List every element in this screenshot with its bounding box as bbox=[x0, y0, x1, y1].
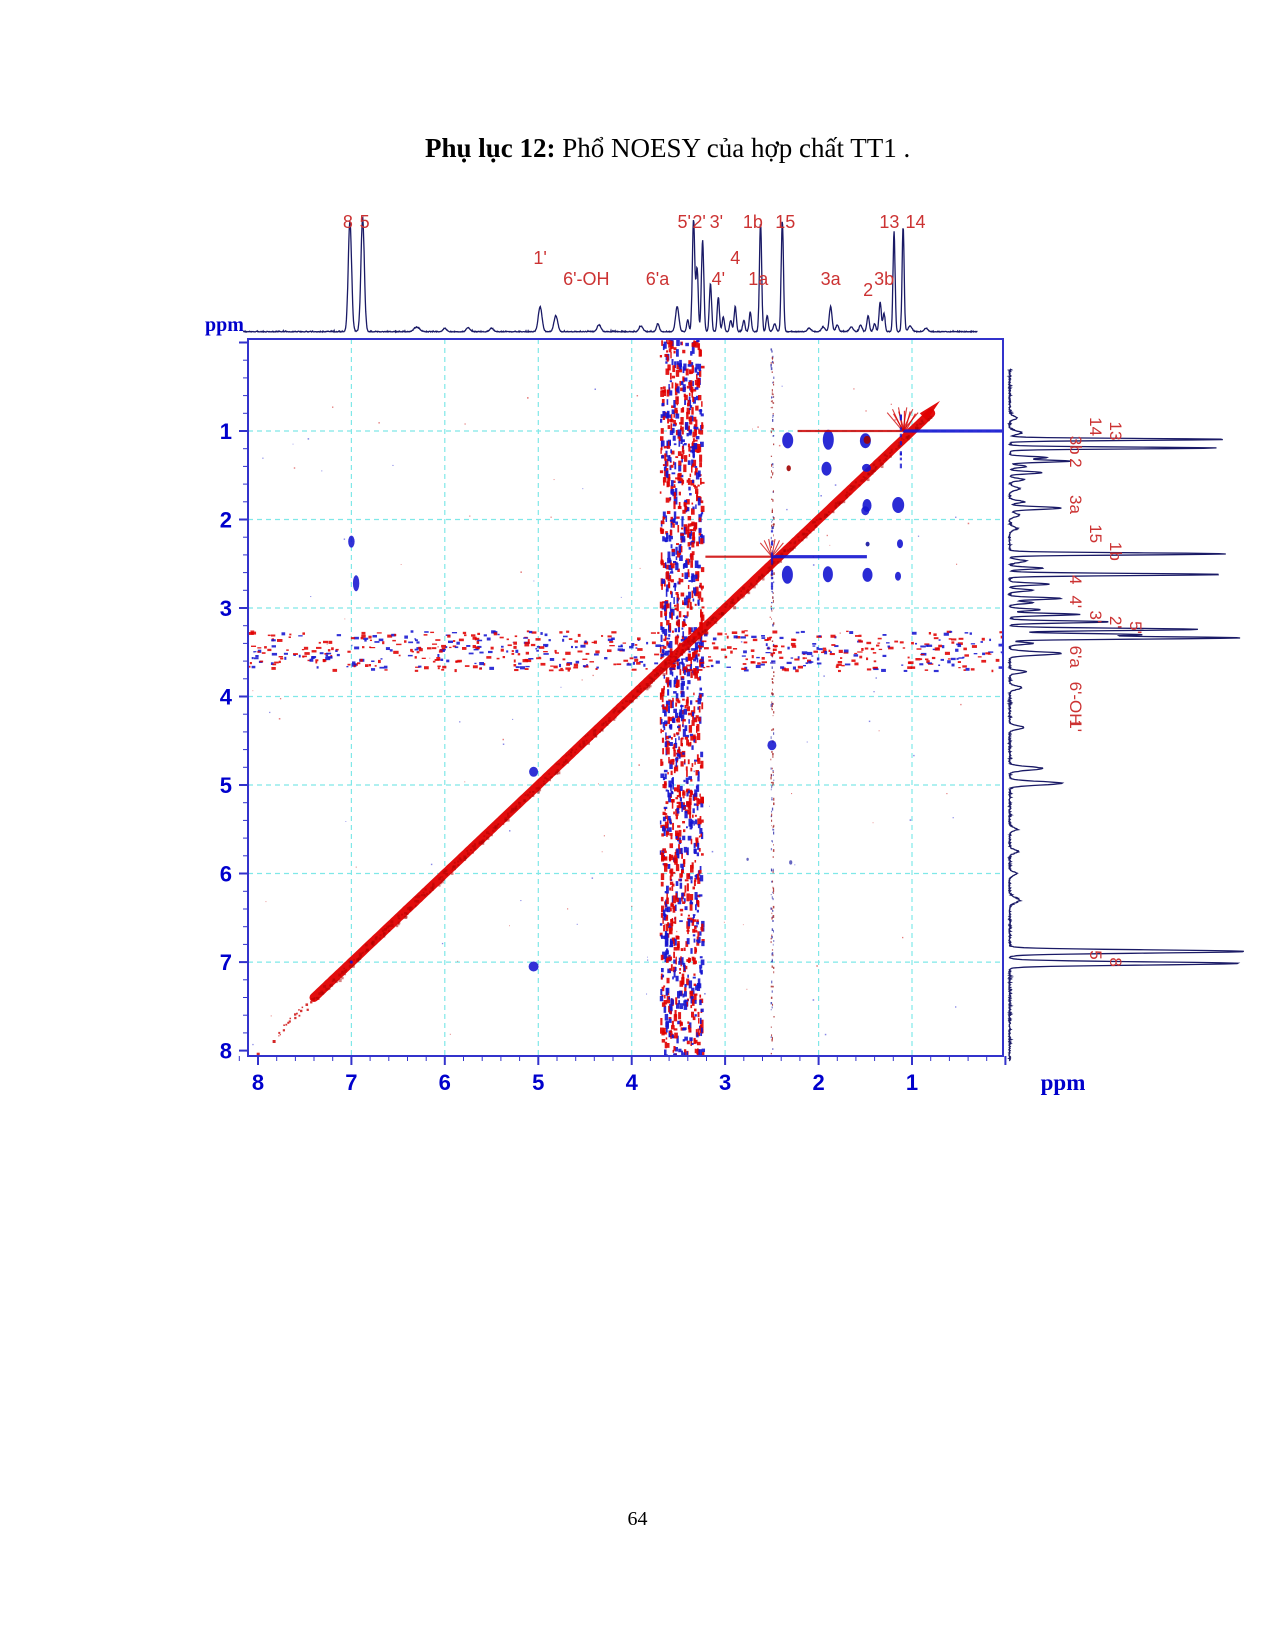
svg-text:1': 1' bbox=[1066, 719, 1085, 732]
svg-text:3b: 3b bbox=[874, 269, 894, 289]
svg-text:2: 2 bbox=[863, 280, 873, 300]
svg-text:5: 5 bbox=[1086, 950, 1105, 959]
svg-text:8: 8 bbox=[343, 212, 353, 232]
svg-text:1: 1 bbox=[906, 1070, 918, 1095]
svg-text:4: 4 bbox=[626, 1070, 639, 1095]
svg-text:13: 13 bbox=[879, 212, 899, 232]
svg-text:8: 8 bbox=[1106, 957, 1125, 966]
svg-text:6: 6 bbox=[220, 862, 232, 887]
svg-text:8: 8 bbox=[220, 1039, 232, 1064]
svg-text:6'a: 6'a bbox=[1066, 646, 1085, 669]
svg-text:7: 7 bbox=[345, 1070, 357, 1095]
svg-text:3a: 3a bbox=[821, 269, 842, 289]
svg-text:4: 4 bbox=[730, 248, 740, 268]
svg-text:6'-OH: 6'-OH bbox=[563, 269, 609, 289]
svg-text:5': 5' bbox=[677, 212, 690, 232]
svg-text:5: 5 bbox=[220, 773, 232, 798]
svg-text:5': 5' bbox=[1126, 621, 1145, 634]
svg-text:8: 8 bbox=[252, 1070, 264, 1095]
svg-text:5: 5 bbox=[360, 212, 370, 232]
svg-text:2': 2' bbox=[692, 212, 705, 232]
svg-text:1': 1' bbox=[533, 248, 546, 268]
svg-text:3': 3' bbox=[710, 212, 723, 232]
svg-text:3': 3' bbox=[1086, 611, 1105, 624]
svg-text:3a: 3a bbox=[1066, 495, 1085, 514]
svg-text:2: 2 bbox=[220, 508, 232, 533]
svg-text:5: 5 bbox=[532, 1070, 544, 1095]
svg-text:1b: 1b bbox=[743, 212, 763, 232]
svg-text:1a: 1a bbox=[748, 269, 769, 289]
svg-text:7: 7 bbox=[220, 950, 232, 975]
svg-text:ppm: ppm bbox=[1041, 1070, 1086, 1095]
svg-text:1b: 1b bbox=[1106, 542, 1125, 561]
svg-text:1: 1 bbox=[220, 419, 232, 444]
svg-text:2: 2 bbox=[1066, 458, 1085, 467]
svg-text:6'a: 6'a bbox=[646, 269, 670, 289]
svg-text:4': 4' bbox=[1066, 595, 1085, 608]
svg-text:14: 14 bbox=[1086, 417, 1105, 436]
svg-text:13: 13 bbox=[1106, 422, 1125, 441]
svg-text:2': 2' bbox=[1106, 616, 1125, 629]
svg-text:4: 4 bbox=[1066, 575, 1085, 584]
svg-text:3: 3 bbox=[719, 1070, 731, 1095]
svg-text:15: 15 bbox=[775, 212, 795, 232]
svg-text:14: 14 bbox=[905, 212, 925, 232]
svg-text:3b: 3b bbox=[1066, 436, 1085, 455]
svg-text:4: 4 bbox=[220, 685, 233, 710]
svg-text:2: 2 bbox=[812, 1070, 824, 1095]
svg-text:3: 3 bbox=[220, 596, 232, 621]
svg-text:4': 4' bbox=[712, 269, 725, 289]
svg-text:6: 6 bbox=[439, 1070, 451, 1095]
svg-text:15: 15 bbox=[1086, 524, 1105, 543]
